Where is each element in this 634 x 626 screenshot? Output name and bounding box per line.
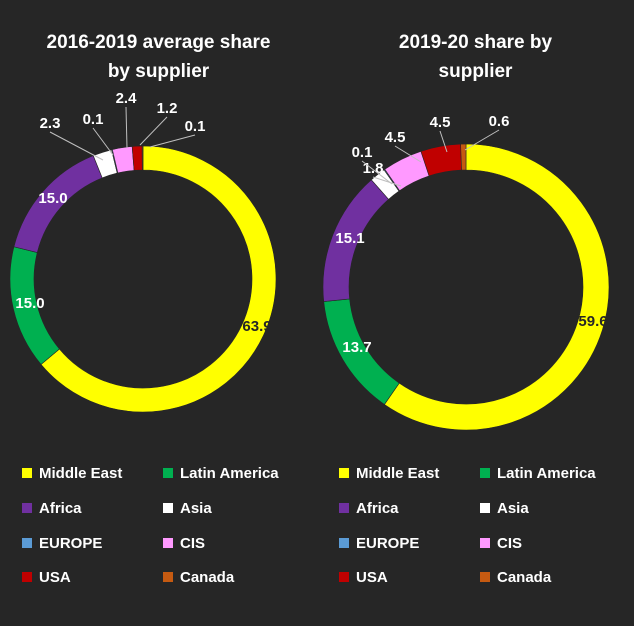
data-label-usa: 1.2 (157, 100, 178, 117)
legend-label: Asia (497, 499, 529, 517)
leader-line-cis (394, 145, 422, 163)
legend-swatch (480, 538, 490, 548)
legend-label: EUROPE (356, 534, 420, 552)
legend-label: Middle East (356, 464, 440, 482)
legend-label: Canada (180, 568, 235, 586)
legend-item-middle-east: Middle East (339, 460, 439, 486)
legend-swatch (163, 503, 173, 513)
legend-item-latin-america: Latin America (480, 460, 596, 486)
legend-item-cis: CIS (163, 530, 205, 556)
legend-swatch (339, 572, 349, 582)
donut-chart: 63.9 15.0 15.0 2.3 0.1 2.4 1.2 0.1 (9, 90, 277, 413)
legend-item-africa: Africa (339, 495, 399, 521)
leader-line-asia (372, 176, 402, 187)
chart-title-line-1: 2019-20 share by (398, 32, 553, 53)
data-label-cis: 2.4 (116, 90, 138, 107)
legend-label: CIS (497, 534, 523, 552)
chart-legend: Middle East Latin America Africa Asia EUROPE… (317, 460, 634, 600)
chart-title-line-2: supplier (438, 61, 513, 82)
data-label-middle-east: 63.9 (242, 318, 271, 335)
legend-swatch (22, 503, 32, 513)
chart-title-line-2: by supplier (107, 61, 210, 82)
chart-legend: Middle East Latin America Africa Asia EUROPE… (0, 460, 317, 600)
data-label-cis: 4.5 (385, 129, 406, 146)
data-label-canada: 0.6 (489, 113, 510, 130)
data-label-usa: 4.5 (430, 114, 451, 131)
chart-panel-2019-20: 2019-20 share by supplier 59.6 13.7 15.1 1.… (317, 0, 634, 626)
donut-slice-usa (131, 145, 143, 171)
legend-label: Africa (39, 499, 82, 517)
legend-item-usa: USA (339, 564, 388, 590)
data-label-latin-america: 13.7 (342, 339, 371, 356)
data-label-asia: 1.8 (363, 160, 384, 177)
legend-swatch (480, 468, 490, 478)
data-label-africa: 15.1 (335, 230, 364, 247)
data-label-latin-america: 15.0 (15, 295, 44, 312)
donut-slice-middle-east (40, 145, 277, 413)
data-label-europe: 0.1 (83, 111, 104, 128)
data-label-europe: 0.1 (352, 144, 373, 161)
legend-swatch (339, 468, 349, 478)
leader-line-usa (139, 116, 168, 146)
legend-label: Asia (180, 499, 212, 517)
legend-item-europe: EUROPE (339, 530, 419, 556)
legend-item-middle-east: Middle East (22, 460, 122, 486)
chart-title-line-1: 2016-2019 average share (46, 32, 271, 53)
legend-swatch (22, 468, 32, 478)
legend-item-asia: Asia (163, 495, 212, 521)
chart-title: 2019-20 share by supplier (317, 28, 634, 86)
legend-label: Canada (497, 568, 552, 586)
leader-line-canada (464, 129, 500, 151)
data-label-asia: 2.3 (40, 115, 61, 132)
legend-label: USA (39, 568, 71, 586)
legend-swatch (163, 468, 173, 478)
legend-label: Middle East (39, 464, 123, 482)
legend-item-latin-america: Latin America (163, 460, 279, 486)
chart-panel-average: 2016-2019 average share by supplier 63.9… (0, 28, 317, 600)
legend-label: Latin America (180, 464, 279, 482)
donut-slice-middle-east (384, 143, 610, 431)
legend-item-canada: Canada (163, 564, 234, 590)
legend-swatch (163, 538, 173, 548)
legend-swatch (480, 572, 490, 582)
legend-swatch (339, 503, 349, 513)
legend-item-asia: Asia (480, 495, 529, 521)
donut-chart: 59.6 13.7 15.1 1.80.1 4.5 4.5 0.6 (322, 113, 610, 431)
legend-item-europe: EUROPE (22, 530, 102, 556)
leader-line-usa (439, 130, 448, 153)
leader-line-europe (361, 160, 393, 185)
legend-swatch (480, 503, 490, 513)
legend-swatch (22, 538, 32, 548)
legend-item-cis: CIS (480, 530, 522, 556)
data-label-canada: 0.1 (185, 118, 206, 135)
legend-item-canada: Canada (480, 564, 551, 590)
legend-label: USA (356, 568, 388, 586)
donut-slice-canada (141, 145, 144, 171)
leader-line-cis (125, 106, 128, 149)
data-label-middle-east: 59.6 (578, 313, 607, 330)
legend-item-usa: USA (22, 564, 71, 590)
legend-label: CIS (180, 534, 206, 552)
legend-item-africa: Africa (22, 495, 82, 521)
legend-swatch (163, 572, 173, 582)
leader-line-europe (92, 127, 114, 156)
donut-slice-canada (460, 143, 467, 171)
legend-label: Latin America (497, 464, 596, 482)
legend-label: EUROPE (39, 534, 103, 552)
data-label-africa: 15.0 (38, 190, 67, 207)
legend-label: Africa (356, 499, 399, 517)
chart-title: 2016-2019 average share by supplier (0, 28, 317, 86)
legend-swatch (22, 572, 32, 582)
leader-line-asia (49, 131, 104, 161)
leader-line-canada (149, 134, 196, 148)
legend-swatch (339, 538, 349, 548)
